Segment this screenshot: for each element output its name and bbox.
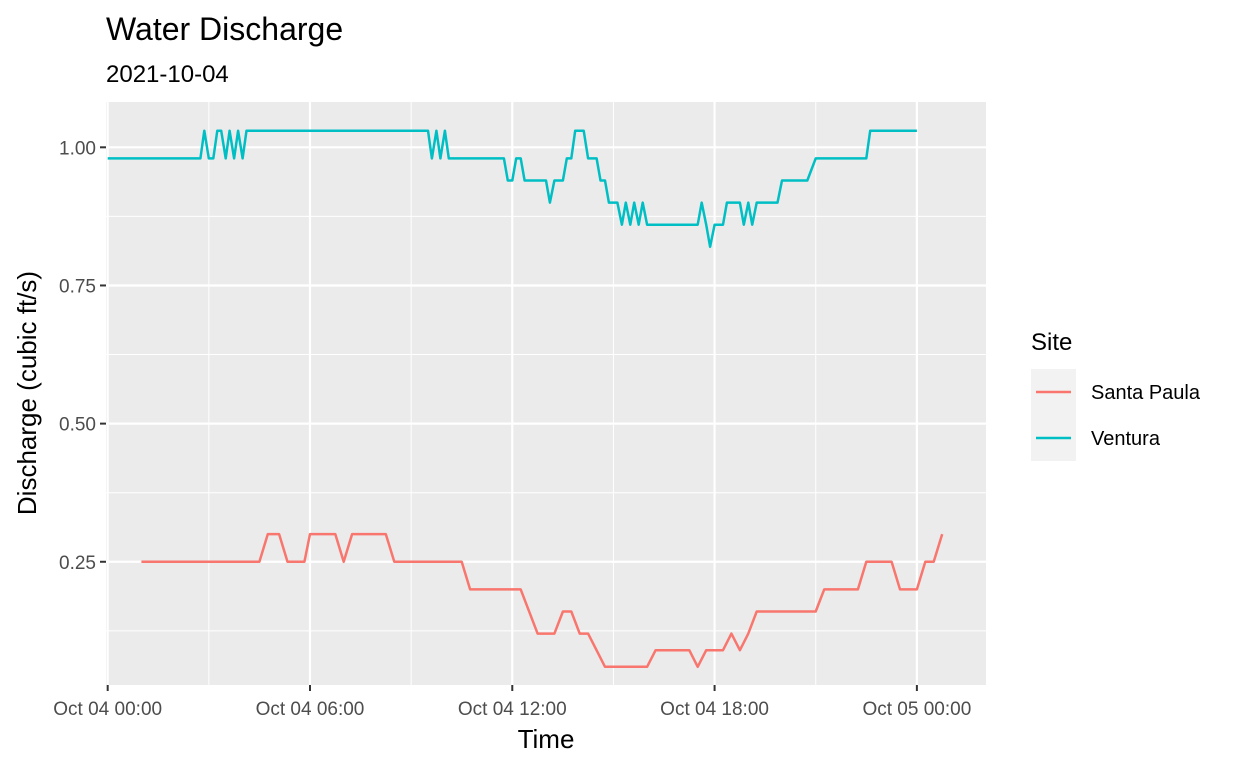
x-tick-label: Oct 04 00:00 bbox=[53, 699, 162, 720]
x-tick-label: Oct 04 18:00 bbox=[660, 699, 769, 720]
series-line-ventura bbox=[107, 129, 917, 249]
series-line-santa-paula bbox=[141, 532, 944, 669]
x-tick-label: Oct 05 00:00 bbox=[862, 699, 971, 720]
chart-subtitle: 2021-10-04 bbox=[106, 61, 229, 88]
y-tick-label: 1.00 bbox=[59, 138, 96, 159]
legend: Site Santa Paula Ventura bbox=[1031, 329, 1201, 461]
x-tick-label: Oct 04 12:00 bbox=[458, 699, 567, 720]
x-tick-label: Oct 04 06:00 bbox=[256, 699, 365, 720]
y-axis-title: Discharge (cubic ft/s) bbox=[12, 271, 42, 515]
y-tick-label: 0.75 bbox=[59, 276, 96, 297]
y-axis-ticks: 0.25 0.50 0.75 1.00 bbox=[59, 138, 106, 574]
legend-title: Site bbox=[1031, 329, 1072, 356]
y-tick-label: 0.25 bbox=[59, 553, 96, 574]
legend-key-background bbox=[1031, 369, 1076, 461]
legend-label-santa-paula: Santa Paula bbox=[1091, 382, 1201, 404]
grid-major bbox=[106, 102, 986, 685]
grid-minor bbox=[106, 102, 986, 685]
chart-title: Water Discharge bbox=[106, 11, 343, 47]
legend-label-ventura: Ventura bbox=[1091, 428, 1161, 450]
x-axis-ticks: Oct 04 00:00 Oct 04 06:00 Oct 04 12:00 Oct … bbox=[53, 685, 971, 720]
y-tick-label: 0.50 bbox=[59, 415, 96, 436]
series-layer bbox=[107, 129, 944, 669]
x-axis-title: Time bbox=[518, 724, 575, 754]
plot-panel bbox=[106, 102, 986, 685]
